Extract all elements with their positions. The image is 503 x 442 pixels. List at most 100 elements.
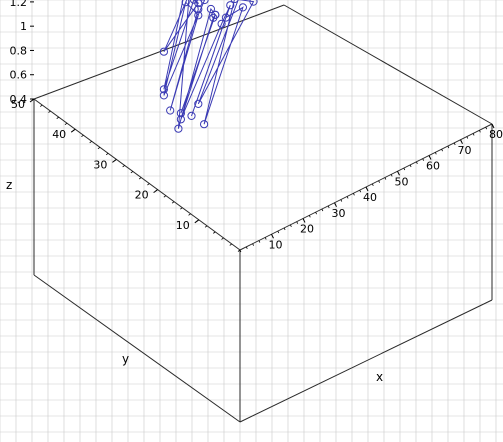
x-axis-minor-tick bbox=[390, 174, 393, 177]
x-axis-minor-tick bbox=[264, 237, 267, 240]
data-point-marker bbox=[166, 106, 175, 115]
x-axis-tick-label: 10 bbox=[269, 238, 283, 251]
x-axis-minor-tick bbox=[290, 224, 292, 227]
y-axis-minor-tick bbox=[138, 177, 142, 180]
data-point-marker bbox=[221, 13, 230, 22]
x-axis-title: x bbox=[376, 370, 383, 384]
x-axis-minor-tick bbox=[441, 149, 443, 152]
x-axis-minor-tick bbox=[472, 133, 475, 136]
y-axis: 10 20 30 40 50 bbox=[11, 98, 241, 252]
y-axis-minor-tick bbox=[114, 159, 117, 162]
x-axis-tick-label: 80 bbox=[489, 128, 503, 141]
x-axis-minor-tick bbox=[447, 145, 450, 149]
data-point-marker bbox=[187, 111, 196, 121]
data-point-marker bbox=[189, 0, 198, 4]
y-axis-minor-tick bbox=[40, 104, 43, 107]
y-axis-tick-label: 10 bbox=[176, 219, 190, 232]
data-series bbox=[159, 0, 258, 133]
x-axis-minor-tick bbox=[359, 189, 362, 193]
box-edge-bottom-right bbox=[239, 299, 493, 423]
z-axis-tick-label: 1 bbox=[20, 20, 27, 33]
y-axis-minor-tick bbox=[105, 153, 109, 156]
x-axis-minor-tick bbox=[296, 221, 299, 224]
y-axis-minor-tick bbox=[97, 147, 101, 150]
x-axis-minor-tick bbox=[453, 142, 456, 146]
box-edge-top-front bbox=[33, 98, 241, 251]
x-axis-minor-tick bbox=[466, 136, 469, 139]
data-point-marker bbox=[194, 5, 203, 14]
data-point-marker bbox=[200, 120, 209, 129]
x-axis-minor-tick bbox=[239, 249, 242, 253]
x-axis-minor-tick bbox=[384, 177, 387, 180]
z-axis-tick-label: 0.6 bbox=[10, 69, 28, 82]
x-axis-minor-tick bbox=[353, 193, 355, 196]
x-axis-minor-tick bbox=[460, 139, 462, 142]
data-point-marker bbox=[174, 124, 183, 133]
x-axis-minor-tick bbox=[422, 158, 425, 161]
x-axis-minor-tick bbox=[308, 215, 311, 218]
data-point-marker bbox=[238, 3, 247, 12]
y-axis-minor-tick bbox=[155, 189, 158, 192]
data-point-marker bbox=[194, 11, 203, 20]
x-axis-minor-tick bbox=[409, 164, 412, 168]
y-axis-tick-label: 50 bbox=[11, 98, 25, 111]
y-axis-minor-tick bbox=[48, 110, 51, 113]
y-axis-minor-tick bbox=[56, 116, 59, 119]
y-axis-minor-tick bbox=[89, 140, 92, 144]
data-point-marker bbox=[217, 19, 226, 28]
y-axis-tick-label: 30 bbox=[93, 158, 107, 171]
y-axis-minor-tick bbox=[204, 225, 208, 228]
data-point-marker bbox=[176, 109, 185, 118]
y-axis-tick-label: 20 bbox=[135, 189, 149, 202]
y-axis-minor-tick bbox=[213, 231, 216, 234]
y-axis-minor-tick bbox=[237, 249, 241, 252]
x-axis-minor-tick bbox=[416, 161, 418, 164]
box-edge-bottom-left bbox=[33, 274, 241, 423]
y-axis-minor-tick bbox=[147, 183, 150, 186]
x-axis-minor-tick bbox=[346, 196, 349, 199]
x-axis-minor-tick bbox=[334, 202, 336, 205]
box-edge-top-right bbox=[283, 4, 493, 125]
data-point-marker bbox=[159, 47, 168, 56]
y-axis-tick-label: 40 bbox=[52, 128, 66, 141]
x-axis-minor-tick bbox=[245, 246, 248, 250]
z-axis-title: z bbox=[6, 178, 12, 192]
x-axis-tick-label: 40 bbox=[363, 191, 377, 204]
y-axis-minor-tick bbox=[72, 128, 76, 132]
y-axis-title: y bbox=[122, 352, 129, 366]
y-axis-minor-tick bbox=[221, 237, 224, 240]
x-axis-minor-tick bbox=[397, 171, 399, 174]
x-axis-tick-label: 70 bbox=[458, 144, 472, 157]
data-point-marker bbox=[206, 4, 215, 14]
y-axis-minor-tick bbox=[229, 243, 232, 246]
y-axis-minor-tick bbox=[64, 122, 68, 125]
x-axis-minor-tick bbox=[378, 180, 380, 183]
x-axis-minor-tick bbox=[485, 126, 488, 130]
x-axis-minor-tick bbox=[315, 212, 317, 215]
y-axis-minor-tick bbox=[81, 134, 84, 138]
x-axis-tick-label: 60 bbox=[426, 160, 440, 173]
x-axis: 10 20 30 40 50 60 70 80 bbox=[239, 123, 503, 253]
x-axis-minor-tick bbox=[271, 234, 273, 237]
data-point-marker bbox=[176, 115, 185, 124]
x-axis-minor-tick bbox=[283, 227, 286, 231]
data-point-marker bbox=[181, 0, 190, 7]
x-axis-minor-tick bbox=[277, 230, 280, 234]
x-axis-minor-tick bbox=[302, 218, 305, 221]
y-axis-minor-tick bbox=[196, 219, 200, 222]
x-axis-minor-tick bbox=[340, 199, 343, 202]
data-point-marker bbox=[159, 85, 168, 94]
data-point-marker bbox=[159, 91, 168, 100]
x-axis-tick-label: 30 bbox=[332, 207, 346, 220]
y-axis-minor-tick bbox=[31, 98, 35, 101]
z-axis-tick-label: 0.4 bbox=[10, 93, 28, 106]
data-point-marker bbox=[209, 13, 218, 22]
series-line bbox=[163, 0, 255, 129]
y-axis-minor-tick bbox=[171, 201, 175, 204]
y-axis-minor-tick bbox=[163, 195, 167, 198]
x-axis-minor-tick bbox=[428, 155, 431, 158]
box-edge-top-back bbox=[33, 4, 285, 100]
